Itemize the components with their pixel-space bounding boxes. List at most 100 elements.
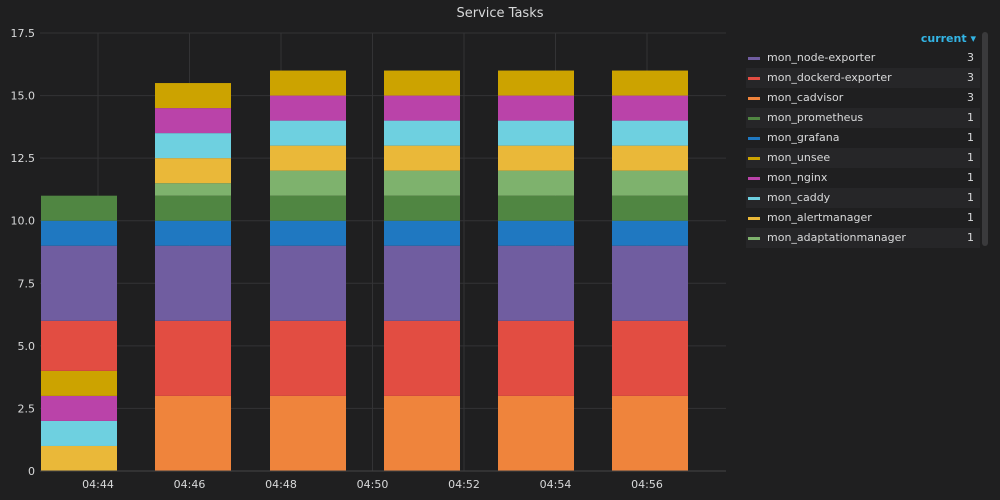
bar-segment	[41, 420, 117, 446]
bar-segment	[612, 220, 688, 246]
legend-swatch	[748, 77, 760, 80]
bar-segment	[384, 70, 460, 96]
bar-segment	[155, 320, 231, 396]
legend-value: 3	[967, 91, 974, 104]
bar-segment	[498, 195, 574, 221]
x-tick-label: 04:52	[448, 478, 480, 491]
bar-segment	[384, 170, 460, 196]
panel-title: Service Tasks	[456, 6, 544, 21]
bar-segment	[270, 145, 346, 171]
legend-swatch	[748, 117, 760, 120]
bar-segment	[270, 70, 346, 96]
legend-label: mon_alertmanager	[767, 211, 872, 224]
legend-item[interactable]: mon_nginx 1	[746, 168, 980, 188]
y-tick-label: 2.5	[18, 402, 36, 415]
legend-swatch	[748, 197, 760, 200]
bar-segment	[612, 95, 688, 121]
bar-segment	[270, 245, 346, 321]
legend-swatch	[748, 217, 760, 220]
x-tick-label: 04:48	[265, 478, 297, 491]
bar-segment	[384, 395, 460, 471]
bar-segment	[498, 245, 574, 321]
bar-segment	[155, 183, 231, 196]
legend-item[interactable]: mon_unsee 1	[746, 148, 980, 168]
bar-segment	[498, 95, 574, 121]
bar-segment	[41, 220, 117, 246]
bar-segment	[612, 70, 688, 96]
y-tick-label: 15.0	[11, 90, 36, 103]
bar-segment	[498, 395, 574, 471]
legend-value: 1	[967, 111, 974, 124]
x-tick-label: 04:56	[631, 478, 663, 491]
legend-list: mon_node-exporter 3 mon_dockerd-exporter 3 m…	[746, 48, 980, 248]
bar-segment	[155, 108, 231, 134]
bar-segment	[498, 120, 574, 146]
bar-segment	[155, 220, 231, 246]
bar-segment	[41, 445, 117, 471]
legend-sort-current[interactable]: current ▾	[746, 30, 980, 48]
y-tick-label: 12.5	[11, 152, 36, 165]
bar-segment	[155, 195, 231, 221]
bar-segment	[384, 145, 460, 171]
legend-swatch	[748, 97, 760, 100]
bar-segment	[384, 245, 460, 321]
bar-segment	[612, 245, 688, 321]
legend-value: 1	[967, 231, 974, 244]
legend-item[interactable]: mon_cadvisor 3	[746, 88, 980, 108]
bar-segment	[155, 158, 231, 184]
bar-segment	[612, 120, 688, 146]
bar-segment	[270, 220, 346, 246]
legend-value: 1	[967, 191, 974, 204]
legend-value: 1	[967, 211, 974, 224]
legend-item[interactable]: mon_adaptationmanager 1	[746, 228, 980, 248]
legend: current ▾ mon_node-exporter 3 mon_dockerd-…	[746, 30, 980, 248]
legend-item[interactable]: mon_caddy 1	[746, 188, 980, 208]
bar-segment	[498, 145, 574, 171]
bar-segment	[612, 320, 688, 396]
bar-segment	[270, 170, 346, 196]
x-tick-label: 04:44	[82, 478, 114, 491]
bar-segment	[612, 145, 688, 171]
legend-item[interactable]: mon_grafana 1	[746, 128, 980, 148]
legend-label: mon_adaptationmanager	[767, 231, 906, 244]
x-tick-label: 04:50	[357, 478, 389, 491]
legend-label: mon_nginx	[767, 171, 828, 184]
bar-segment	[270, 120, 346, 146]
bar-segment	[498, 320, 574, 396]
x-tick-label: 04:46	[174, 478, 206, 491]
legend-item[interactable]: mon_alertmanager 1	[746, 208, 980, 228]
bar-segment	[270, 195, 346, 221]
legend-swatch	[748, 157, 760, 160]
legend-header-label: current	[920, 32, 967, 45]
bar-segment	[612, 395, 688, 471]
legend-swatch	[748, 137, 760, 140]
legend-scrollbar[interactable]	[982, 32, 988, 246]
legend-item[interactable]: mon_node-exporter 3	[746, 48, 980, 68]
legend-label: mon_grafana	[767, 131, 840, 144]
legend-value: 1	[967, 131, 974, 144]
legend-label: mon_unsee	[767, 151, 831, 164]
bar-segment	[498, 220, 574, 246]
bar-segment	[41, 395, 117, 421]
y-tick-label: 5.0	[18, 340, 36, 353]
bar-segment	[41, 370, 117, 396]
y-tick-label: 10.0	[11, 215, 36, 228]
legend-item[interactable]: mon_dockerd-exporter 3	[746, 68, 980, 88]
bar-segment	[270, 395, 346, 471]
legend-label: mon_dockerd-exporter	[767, 71, 892, 84]
bar-segment	[384, 220, 460, 246]
bar-segment	[612, 195, 688, 221]
bar-segment	[384, 120, 460, 146]
bar-segment	[155, 395, 231, 471]
bar-segment	[612, 170, 688, 196]
bar-segment	[41, 195, 117, 221]
bar-segment	[498, 170, 574, 196]
bar-segment	[384, 95, 460, 121]
bar-segment	[384, 195, 460, 221]
legend-value: 1	[967, 151, 974, 164]
bar-segment	[155, 83, 231, 109]
legend-item[interactable]: mon_prometheus 1	[746, 108, 980, 128]
bar-segment	[270, 95, 346, 121]
legend-label: mon_prometheus	[767, 111, 864, 124]
